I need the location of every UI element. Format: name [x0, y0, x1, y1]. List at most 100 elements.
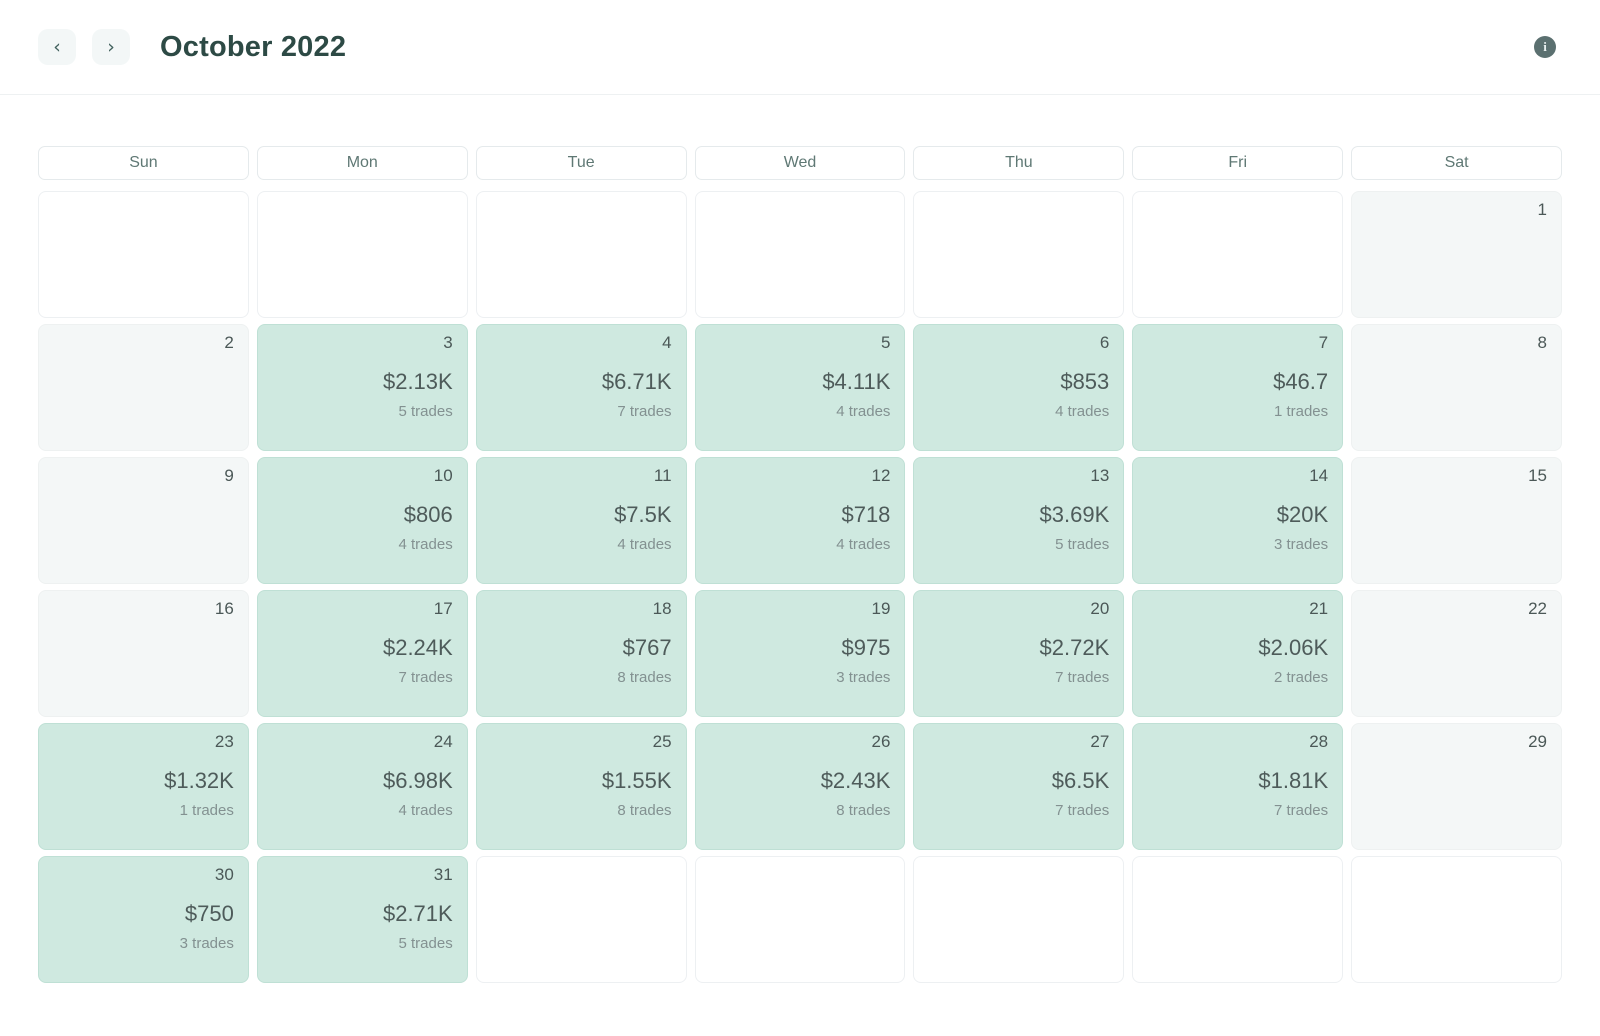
day-number: 15: [1528, 466, 1547, 485]
calendar-day-27[interactable]: 27 $6.5K 7 trades: [913, 723, 1125, 850]
calendar-day-18[interactable]: 18 $767 8 trades: [475, 590, 687, 717]
day-pnl-value: $20K: [1276, 502, 1329, 528]
day-trades-count: 7 trades: [617, 402, 672, 420]
next-month-button[interactable]: ›: [92, 29, 130, 65]
calendar-blank-cell: [1132, 856, 1344, 983]
weekday-header-sun: Sun: [38, 146, 249, 180]
calendar-blank-cell: [256, 191, 468, 318]
day-pnl-value: $1.81K: [1258, 768, 1329, 794]
calendar-blank-cell: [475, 191, 687, 318]
calendar-day-23[interactable]: 23 $1.32K 1 trades: [38, 723, 249, 850]
day-pnl-value: $2.13K: [382, 369, 453, 395]
day-number: 30: [214, 865, 234, 884]
day-trades-count: 4 trades: [398, 535, 453, 553]
calendar-day-5[interactable]: 5 $4.11K 4 trades: [694, 324, 906, 451]
day-trades-count: 1 trades: [1273, 402, 1329, 420]
day-number: 4: [662, 333, 672, 352]
weekday-header-fri: Fri: [1132, 146, 1344, 180]
calendar-day-24[interactable]: 24 $6.98K 4 trades: [256, 723, 468, 850]
day-number: 29: [1528, 732, 1547, 751]
calendar-blank-cell: [913, 191, 1125, 318]
calendar-day-12[interactable]: 12 $718 4 trades: [694, 457, 906, 584]
calendar-day-17[interactable]: 17 $2.24K 7 trades: [256, 590, 468, 717]
calendar-blank-cell: [1351, 856, 1562, 983]
calendar-day-1[interactable]: 1: [1351, 191, 1562, 318]
calendar-day-10[interactable]: 10 $806 4 trades: [256, 457, 468, 584]
day-trades-count: 1 trades: [179, 801, 234, 819]
day-trades-count: 7 trades: [1273, 801, 1329, 819]
day-trades-count: 2 trades: [1273, 668, 1329, 686]
calendar-day-31[interactable]: 31 $2.71K 5 trades: [256, 856, 468, 983]
calendar-day-7[interactable]: 7 $46.7 1 trades: [1132, 324, 1344, 451]
day-trades-count: 8 trades: [617, 801, 672, 819]
day-number: 7: [1318, 333, 1329, 352]
calendar-day-19[interactable]: 19 $975 3 trades: [694, 590, 906, 717]
calendar-grid: 1 2 3 $2.13K 5 trades 4 $6.71K 7 trades 5 $4.11K 4…: [38, 191, 1562, 983]
day-pnl-value: $3.69K: [1039, 502, 1110, 528]
day-trades-count: 3 trades: [836, 668, 891, 686]
calendar-day-20[interactable]: 20 $2.72K 7 trades: [913, 590, 1125, 717]
day-number: 21: [1309, 599, 1329, 618]
day-pnl-value: $7.5K: [614, 502, 672, 528]
calendar-day-13[interactable]: 13 $3.69K 5 trades: [913, 457, 1125, 584]
calendar-day-9[interactable]: 9: [38, 457, 249, 584]
day-number: 24: [433, 732, 453, 751]
calendar-day-11[interactable]: 11 $7.5K 4 trades: [475, 457, 687, 584]
day-pnl-value: $6.98K: [382, 768, 453, 794]
calendar-day-28[interactable]: 28 $1.81K 7 trades: [1132, 723, 1344, 850]
calendar-day-4[interactable]: 4 $6.71K 7 trades: [475, 324, 687, 451]
day-trades-count: 8 trades: [617, 668, 672, 686]
day-pnl-value: $46.7: [1273, 369, 1329, 395]
day-trades-count: 3 trades: [1273, 535, 1329, 553]
day-pnl-value: $6.5K: [1051, 768, 1110, 794]
day-number: 10: [433, 466, 453, 485]
day-pnl-value: $4.11K: [822, 369, 891, 395]
prev-month-button[interactable]: ‹: [38, 29, 76, 65]
calendar-blank-cell: [694, 856, 906, 983]
day-trades-count: 4 trades: [398, 801, 453, 819]
day-pnl-value: $2.24K: [382, 635, 453, 661]
day-pnl-value: $1.55K: [601, 768, 672, 794]
day-number: 25: [652, 732, 672, 751]
day-pnl-value: $2.71K: [382, 901, 453, 927]
page-title: October 2022: [160, 30, 347, 63]
calendar-day-16[interactable]: 16: [38, 590, 249, 717]
day-number: 11: [653, 466, 672, 485]
day-trades-count: 4 trades: [836, 402, 891, 420]
weekday-header-mon: Mon: [256, 146, 468, 180]
calendar-blank-cell: [913, 856, 1125, 983]
day-number: 20: [1090, 599, 1110, 618]
day-number: 5: [880, 333, 891, 352]
day-number: 8: [1537, 333, 1547, 352]
calendar-day-8[interactable]: 8: [1351, 324, 1562, 451]
calendar-day-6[interactable]: 6 $853 4 trades: [913, 324, 1125, 451]
day-pnl-value: $2.72K: [1039, 635, 1110, 661]
calendar-day-30[interactable]: 30 $750 3 trades: [38, 856, 249, 983]
calendar-day-15[interactable]: 15: [1351, 457, 1562, 584]
day-pnl-value: $6.71K: [601, 369, 672, 395]
day-pnl-value: $750: [184, 901, 234, 927]
calendar-day-22[interactable]: 22: [1351, 590, 1562, 717]
calendar-day-21[interactable]: 21 $2.06K 2 trades: [1132, 590, 1344, 717]
day-number: 22: [1528, 599, 1547, 618]
info-icon[interactable]: i: [1534, 36, 1556, 58]
calendar-day-26[interactable]: 26 $2.43K 8 trades: [694, 723, 906, 850]
day-trades-count: 7 trades: [398, 668, 453, 686]
day-number: 27: [1090, 732, 1110, 751]
calendar-day-14[interactable]: 14 $20K 3 trades: [1132, 457, 1344, 584]
calendar-blank-cell: [1132, 191, 1344, 318]
weekday-header-row: Sun Mon Tue Wed Thu Fri Sat: [38, 146, 1562, 180]
calendar-day-25[interactable]: 25 $1.55K 8 trades: [475, 723, 687, 850]
calendar-day-3[interactable]: 3 $2.13K 5 trades: [256, 324, 468, 451]
day-number: 1: [1537, 200, 1547, 219]
day-number: 9: [224, 466, 234, 485]
day-trades-count: 4 trades: [617, 535, 672, 553]
calendar-blank-cell: [475, 856, 687, 983]
day-number: 13: [1090, 466, 1110, 485]
day-pnl-value: $718: [841, 502, 891, 528]
day-number: 6: [1099, 333, 1110, 352]
day-pnl-value: $853: [1060, 369, 1110, 395]
calendar-day-29[interactable]: 29: [1351, 723, 1562, 850]
calendar-day-2[interactable]: 2: [38, 324, 249, 451]
weekday-header-sat: Sat: [1351, 146, 1562, 180]
